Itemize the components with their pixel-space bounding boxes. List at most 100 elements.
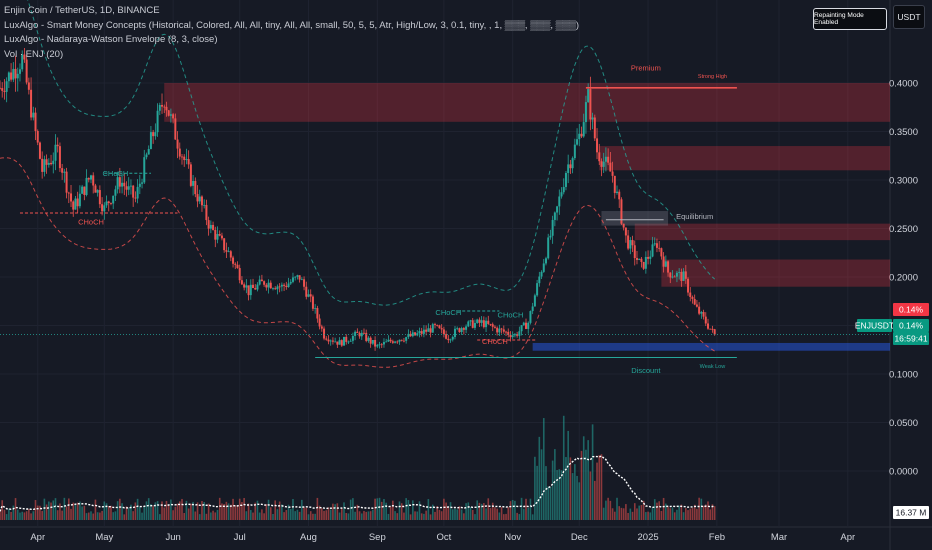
volume-bar — [56, 510, 59, 520]
volume-bar — [613, 511, 616, 520]
candle-body — [32, 112, 35, 118]
candle-body — [571, 158, 574, 169]
candle-body — [611, 171, 614, 176]
candle-body — [325, 338, 328, 340]
candle-body — [98, 190, 101, 205]
candle-body — [172, 114, 175, 119]
candle-body — [431, 324, 434, 333]
legend-envelope-indicator[interactable]: LuxAlgo - Nadaraya-Watson Envelope (8, 3… — [4, 34, 218, 45]
candle-body — [300, 279, 303, 281]
candle-body — [218, 234, 221, 236]
candle-body — [136, 186, 139, 199]
volume-bar — [159, 514, 161, 520]
volume-bar — [685, 508, 687, 520]
candle-body — [629, 240, 632, 249]
price-axis-badge-label: 16:59:41 — [894, 334, 927, 344]
volume-bar — [265, 504, 268, 520]
volume-bar — [125, 506, 128, 520]
price-axis-badge — [893, 319, 929, 332]
volume-bar — [511, 499, 514, 520]
candle-body — [400, 339, 403, 341]
volume-bar — [363, 511, 365, 520]
volume-bar — [471, 509, 474, 520]
volume-bar — [540, 449, 543, 520]
candle-body — [238, 268, 241, 281]
volume-bar — [653, 499, 656, 520]
volume-bar — [230, 504, 232, 520]
volume-bar — [636, 508, 638, 520]
volume-bar — [423, 513, 425, 520]
volume-bar — [545, 466, 547, 520]
candle-body — [533, 295, 536, 307]
volume-bar — [272, 514, 274, 520]
candle-body — [114, 189, 117, 196]
legend-symbol: Enjin Coin / TetherUS, 1D, BINANCE — [4, 5, 160, 16]
volume-bar — [562, 415, 565, 520]
legend-smc-indicator[interactable]: LuxAlgo - Smart Money Concepts (Historic… — [4, 19, 580, 31]
volume-bar — [318, 505, 321, 520]
candle-body — [143, 157, 146, 183]
volume-bar — [620, 507, 623, 520]
repainting-mode-button[interactable]: Repainting Mode Enabled — [813, 8, 887, 30]
volume-bar — [68, 498, 70, 520]
candle-body — [58, 146, 61, 169]
volume-bar — [689, 508, 692, 520]
volume-bar — [647, 511, 649, 520]
legend-volume-indicator[interactable]: Vol · ENJ (20) — [4, 48, 64, 60]
candle-body — [340, 340, 343, 346]
candle-body — [449, 339, 452, 341]
candle-body — [152, 132, 155, 137]
volume-bar — [19, 512, 21, 520]
volume-bar — [99, 512, 101, 520]
candle-body — [278, 286, 281, 288]
structure-label: Strong High — [698, 74, 727, 80]
volume-bar — [329, 509, 332, 520]
volume-bar — [198, 514, 201, 520]
candle-body — [56, 144, 59, 147]
currency-button[interactable]: USDT — [893, 5, 925, 29]
volume-bar — [269, 507, 272, 520]
candle-body — [156, 110, 159, 133]
volume-bar — [440, 511, 443, 520]
candle-body — [247, 285, 250, 296]
candle-body — [165, 106, 168, 111]
candle-body — [496, 327, 499, 333]
volume-bar — [256, 500, 259, 520]
candle-body — [209, 224, 212, 229]
candle-body — [551, 219, 554, 236]
premium-zone — [599, 146, 890, 171]
volume-bar — [365, 511, 368, 520]
volume-bar — [174, 506, 177, 520]
candle-body — [420, 331, 423, 334]
volume-bar — [234, 505, 237, 520]
candle-body — [476, 319, 479, 323]
volume-bar — [8, 508, 10, 520]
candle-body — [653, 243, 656, 245]
candle-body — [187, 159, 190, 165]
candle-body — [7, 72, 10, 82]
candle-body — [440, 328, 443, 330]
candle-body — [422, 329, 425, 334]
volume-bar — [551, 460, 554, 520]
volume-bar — [172, 510, 174, 520]
envelope-lower-band — [0, 157, 715, 368]
time-tick-label: Jun — [165, 532, 180, 543]
volume-bar — [130, 504, 132, 520]
candle-body — [693, 298, 696, 305]
volume-bar — [400, 503, 403, 520]
candle-body — [331, 340, 334, 342]
candle-body — [700, 312, 703, 314]
candle-body — [196, 194, 199, 202]
volume-bar — [445, 502, 447, 520]
volume-bar — [443, 498, 445, 520]
candle-body — [354, 331, 357, 336]
time-tick-label: May — [95, 532, 113, 543]
candle-body — [121, 182, 124, 187]
candle-body — [651, 244, 654, 257]
volume-bar — [94, 499, 97, 520]
candle-body — [280, 284, 283, 287]
volume-bar — [396, 513, 399, 520]
volume-bar — [316, 497, 319, 520]
candle-body — [540, 271, 543, 277]
